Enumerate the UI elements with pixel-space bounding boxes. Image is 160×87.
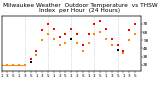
Point bbox=[128, 30, 131, 31]
Point bbox=[70, 38, 72, 39]
Point bbox=[35, 54, 38, 56]
Point bbox=[87, 34, 90, 35]
Point bbox=[134, 23, 136, 25]
Point bbox=[76, 42, 78, 43]
Point bbox=[35, 50, 38, 52]
Text: Milwaukee Weather  Outdoor Temperature  vs THSW Index  per Hour  (24 Hours): Milwaukee Weather Outdoor Temperature vs… bbox=[3, 3, 157, 13]
Point bbox=[47, 34, 49, 35]
Point bbox=[116, 49, 119, 51]
Point bbox=[93, 23, 96, 25]
Point bbox=[116, 44, 119, 46]
Point bbox=[76, 34, 78, 35]
Point bbox=[134, 34, 136, 35]
Point bbox=[29, 61, 32, 62]
Point bbox=[64, 34, 67, 35]
Point bbox=[18, 64, 20, 66]
Point bbox=[58, 44, 61, 46]
Point bbox=[111, 38, 113, 39]
Point bbox=[99, 20, 101, 21]
Point bbox=[105, 38, 107, 39]
Point bbox=[24, 64, 26, 66]
Point bbox=[111, 44, 113, 46]
Point bbox=[70, 28, 72, 29]
Point bbox=[64, 42, 67, 43]
Point bbox=[87, 42, 90, 43]
Point bbox=[105, 28, 107, 29]
Point bbox=[82, 44, 84, 46]
Point bbox=[6, 64, 9, 66]
Point bbox=[122, 53, 125, 54]
Point bbox=[128, 39, 131, 41]
Point bbox=[47, 23, 49, 25]
Point bbox=[52, 38, 55, 39]
Point bbox=[99, 31, 101, 33]
Point bbox=[122, 50, 125, 52]
Point bbox=[58, 36, 61, 38]
Point bbox=[29, 61, 32, 62]
Point bbox=[70, 38, 72, 39]
Point bbox=[41, 39, 44, 41]
Point bbox=[93, 34, 96, 35]
Point bbox=[116, 49, 119, 51]
Point bbox=[82, 50, 84, 52]
Point bbox=[52, 28, 55, 29]
Point bbox=[0, 64, 3, 66]
Point bbox=[41, 30, 44, 31]
Point bbox=[12, 64, 15, 66]
Point bbox=[29, 58, 32, 60]
